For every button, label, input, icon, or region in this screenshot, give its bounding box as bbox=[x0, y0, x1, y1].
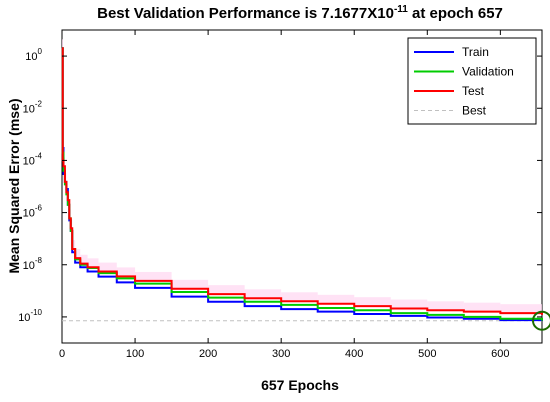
y-tick-exponent: -6 bbox=[35, 204, 43, 213]
y-tick-base: 10 bbox=[23, 155, 35, 167]
error-band bbox=[317, 294, 355, 305]
error-band bbox=[80, 254, 88, 265]
error-band bbox=[87, 258, 99, 269]
legend-label-best: Best bbox=[462, 104, 487, 118]
error-band bbox=[116, 267, 136, 278]
y-tick-exponent: -8 bbox=[35, 256, 43, 265]
y-tick-base: 10 bbox=[25, 51, 37, 63]
error-band bbox=[135, 271, 172, 283]
series-line-test bbox=[61, 47, 543, 315]
best-marker bbox=[532, 310, 550, 331]
y-tick-exponent: -4 bbox=[35, 151, 43, 160]
error-band bbox=[171, 279, 209, 290]
error-band bbox=[72, 240, 76, 251]
y-tick-label: 10-4 bbox=[23, 151, 43, 167]
title-prefix: Best Validation Performance is 7.1677X10 bbox=[97, 5, 394, 22]
y-axis-label: Mean Squared Error (mse) bbox=[6, 98, 22, 273]
error-band bbox=[208, 285, 245, 296]
error-band bbox=[463, 302, 501, 313]
chart-title: Best Validation Performance is 7.1677X10… bbox=[97, 4, 503, 22]
error-band bbox=[62, 39, 63, 50]
x-tick-label: 0 bbox=[59, 348, 65, 360]
legend: Train Validation Test Best bbox=[407, 37, 537, 125]
y-tick-label: 10-8 bbox=[23, 256, 43, 272]
y-tick-base: 10 bbox=[23, 260, 35, 272]
y-tick-base: 10 bbox=[18, 312, 30, 324]
best-marker-group bbox=[532, 310, 550, 331]
legend-label-test: Test bbox=[462, 84, 485, 98]
error-band bbox=[75, 249, 81, 260]
error-band bbox=[244, 289, 282, 300]
legend-label-validation: Validation bbox=[462, 65, 514, 79]
y-tick-exponent: -2 bbox=[35, 99, 43, 108]
y-tick-label: 10-6 bbox=[23, 204, 43, 220]
x-tick-label: 300 bbox=[272, 348, 290, 360]
plot-series bbox=[61, 47, 543, 322]
error-band bbox=[390, 299, 428, 310]
title-exponent: -11 bbox=[394, 4, 408, 15]
x-tick-label: 400 bbox=[345, 348, 363, 360]
error-band bbox=[98, 262, 117, 273]
x-tick-label: 600 bbox=[491, 348, 509, 360]
error-band bbox=[500, 304, 542, 315]
title-suffix: at epoch 657 bbox=[408, 5, 503, 22]
y-tick-label: 10-10 bbox=[18, 308, 42, 324]
y-tick-label: 100 bbox=[25, 47, 42, 63]
x-tick-label: 100 bbox=[126, 348, 144, 360]
error-band bbox=[354, 297, 391, 308]
legend-label-train: Train bbox=[462, 45, 489, 59]
x-tick-label: 200 bbox=[199, 348, 217, 360]
error-band bbox=[427, 301, 464, 312]
error-band bbox=[281, 292, 318, 303]
x-tick-label: 500 bbox=[418, 348, 436, 360]
x-axis-label: 657 Epochs bbox=[261, 377, 339, 393]
y-tick-exponent: 0 bbox=[38, 47, 43, 56]
y-tick-base: 10 bbox=[23, 103, 35, 115]
y-tick-exponent: -10 bbox=[30, 308, 42, 317]
y-tick-label: 10-2 bbox=[23, 99, 43, 115]
x-axis-ticks: 0 100 200 300 400 500 600 bbox=[59, 30, 510, 360]
y-tick-base: 10 bbox=[23, 208, 35, 220]
